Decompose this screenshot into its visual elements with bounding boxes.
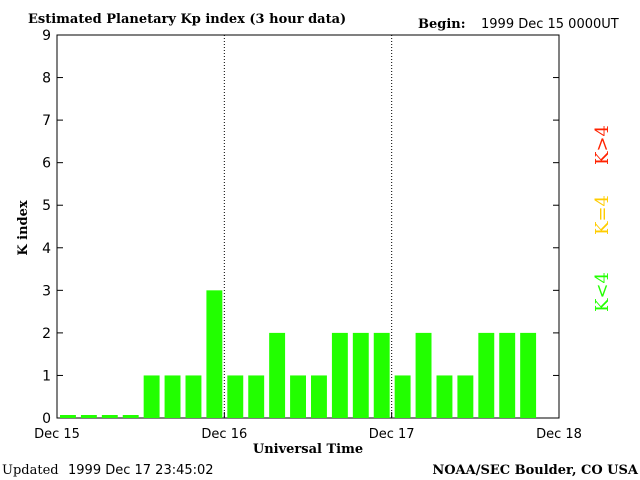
- kp-bar: [206, 290, 223, 418]
- x-tick-label: Dec 17: [369, 427, 415, 442]
- kp-bar: [415, 332, 432, 418]
- kp-bar: [269, 332, 286, 418]
- kp-bar: [185, 375, 202, 418]
- kp-bar: [164, 375, 181, 418]
- legend-k-less-4: K<4: [592, 272, 613, 312]
- data-source: NOAA/SEC Boulder, CO USA: [432, 463, 639, 478]
- y-tick-label: 0: [42, 411, 51, 427]
- kp-bar: [352, 332, 369, 418]
- y-tick-label: 7: [42, 113, 51, 129]
- kp-bar: [311, 375, 327, 418]
- kp-bar: [248, 375, 265, 418]
- kp-bar: [331, 332, 348, 418]
- kp-bar: [290, 375, 306, 418]
- kp-bar: [101, 415, 118, 418]
- kp-bar: [457, 375, 474, 418]
- y-tick-label: 2: [42, 326, 51, 342]
- chart-title: Estimated Planetary Kp index (3 hour dat…: [28, 12, 346, 27]
- bar-series: [60, 290, 537, 418]
- kp-bar: [122, 415, 139, 418]
- y-tick-label: 8: [42, 71, 51, 87]
- y-tick-label: 1: [42, 368, 51, 384]
- x-tick-label: Dec 18: [536, 427, 582, 442]
- kp-bar: [520, 332, 537, 418]
- y-tick-label: 5: [42, 198, 51, 214]
- y-tick-label: 3: [42, 283, 51, 299]
- kp-bar: [499, 332, 516, 418]
- y-tick-label: 4: [42, 241, 51, 257]
- begin-value: 1999 Dec 15 0000UT: [481, 17, 619, 32]
- x-axis-label: Universal Time: [253, 442, 363, 457]
- kp-bar: [394, 375, 411, 418]
- kp-bar: [227, 375, 244, 418]
- kp-bar: [80, 415, 97, 418]
- y-tick-label: 6: [42, 156, 51, 172]
- updated-label: Updated: [2, 463, 59, 478]
- plot-area: [56, 34, 560, 419]
- y-axis-ticks: 0 1 2 3 4 5 6 7 8 9: [42, 28, 559, 427]
- x-axis-ticks: Dec 15 Dec 16 Dec 17 Dec 18: [34, 412, 582, 442]
- x-tick-label: Dec 15: [34, 427, 80, 442]
- kp-bar: [143, 375, 160, 418]
- x-tick-label: Dec 16: [201, 427, 247, 442]
- kp-bar: [373, 332, 390, 418]
- begin-label: Begin:: [418, 17, 466, 32]
- kp-bar: [478, 332, 495, 418]
- plot-frame: [56, 34, 560, 419]
- kp-bar: [60, 415, 76, 418]
- y-axis-label: K index: [16, 200, 31, 256]
- legend-k-equal-4: K=4: [592, 195, 613, 235]
- kp-bar: [436, 375, 453, 418]
- y-tick-label: 9: [42, 28, 51, 44]
- updated-value: 1999 Dec 17 23:45:02: [68, 463, 214, 478]
- legend-k-greater-4: K>4: [592, 125, 613, 165]
